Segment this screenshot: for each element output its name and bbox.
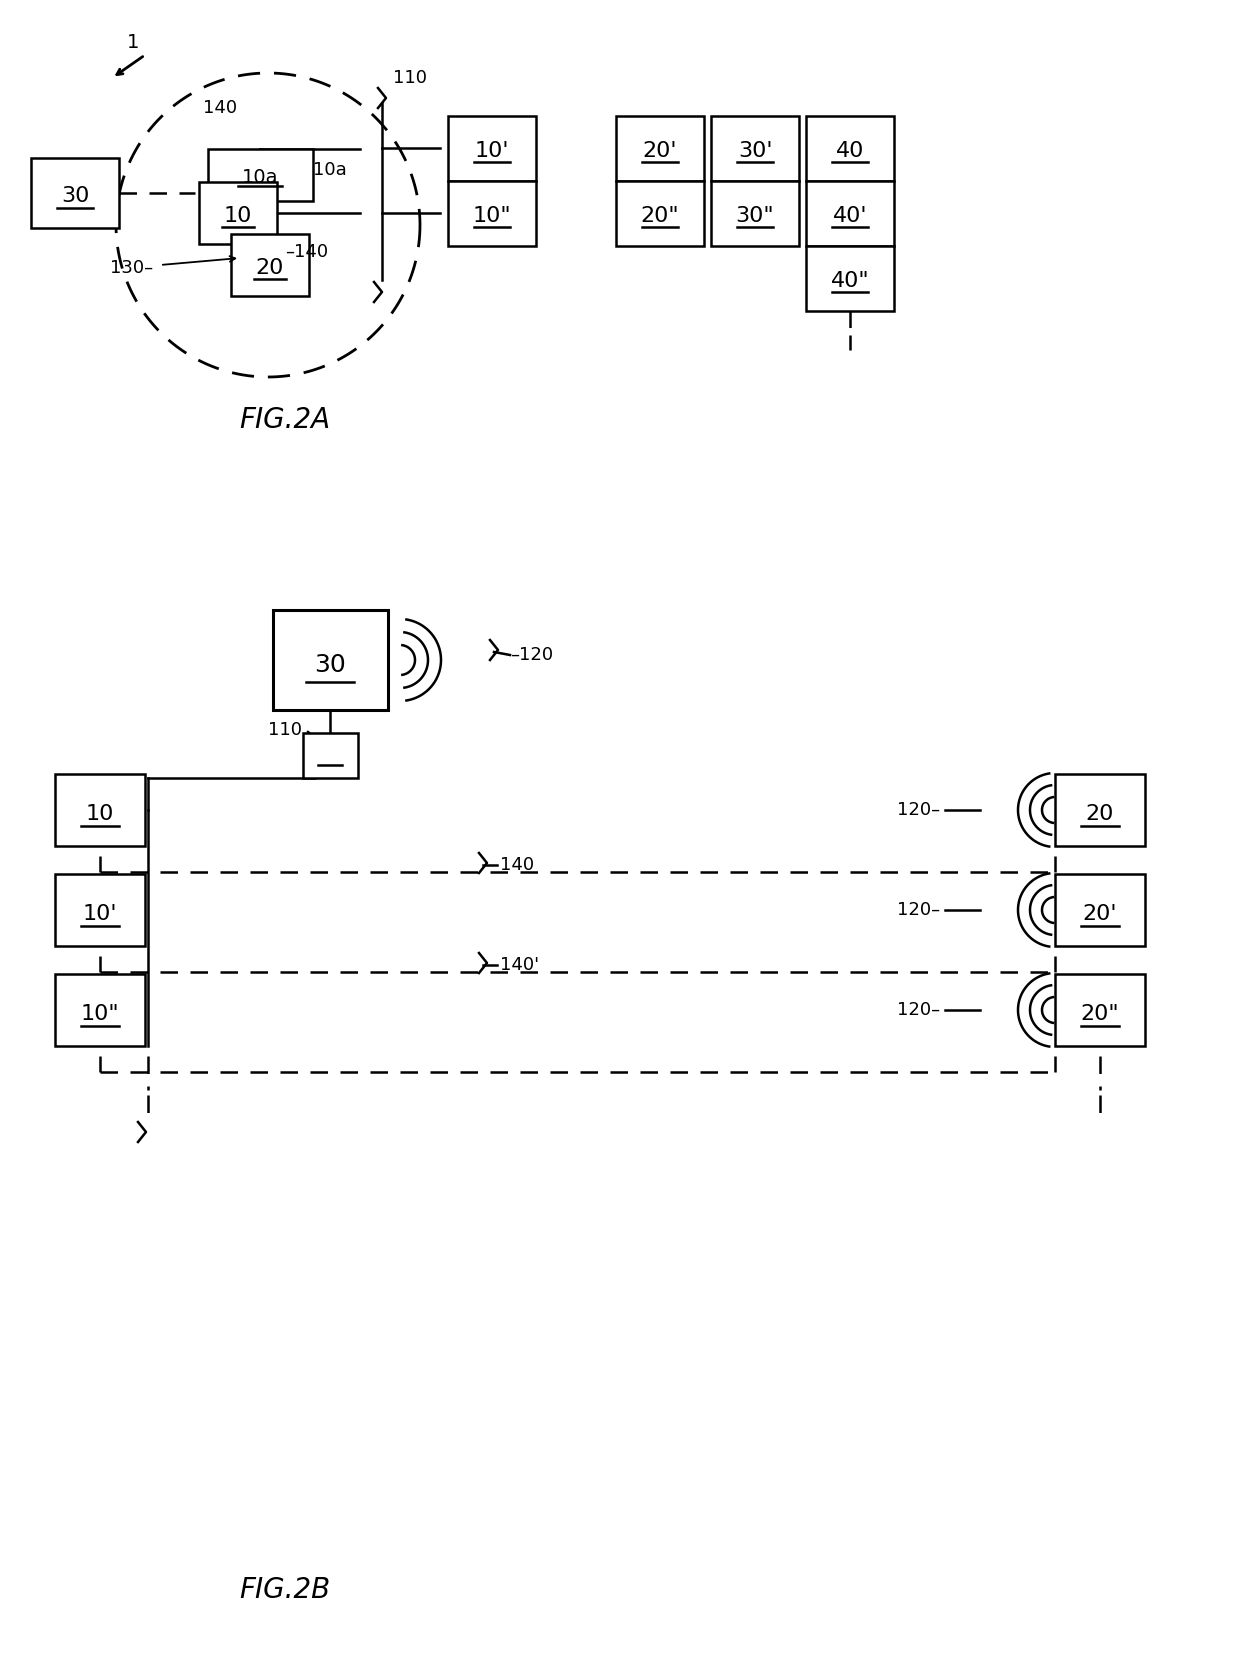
- Text: –140: –140: [285, 243, 329, 260]
- Bar: [806, 245, 894, 311]
- Bar: [55, 974, 145, 1046]
- Bar: [1055, 974, 1145, 1046]
- Text: FIG.2B: FIG.2B: [239, 1577, 331, 1603]
- Bar: [273, 609, 387, 710]
- Text: 10': 10': [83, 903, 118, 923]
- Text: 10a: 10a: [242, 168, 278, 186]
- Bar: [31, 158, 119, 228]
- Text: 140: 140: [500, 856, 534, 875]
- Text: 120–: 120–: [897, 902, 940, 918]
- Bar: [448, 181, 536, 245]
- Text: 120–: 120–: [897, 801, 940, 819]
- Bar: [231, 233, 309, 296]
- Text: 40": 40": [831, 272, 869, 290]
- Bar: [55, 875, 145, 945]
- Text: 20": 20": [641, 207, 680, 227]
- Text: 30': 30': [738, 141, 773, 161]
- Bar: [1055, 774, 1145, 846]
- Bar: [303, 732, 357, 777]
- Bar: [1055, 875, 1145, 945]
- Bar: [711, 181, 799, 245]
- Text: 20': 20': [1083, 903, 1117, 923]
- Bar: [55, 774, 145, 846]
- Text: 10: 10: [86, 804, 114, 824]
- Bar: [616, 116, 704, 181]
- Text: –120: –120: [510, 646, 553, 663]
- Text: 10": 10": [81, 1004, 119, 1024]
- Text: 120–: 120–: [897, 1001, 940, 1019]
- Text: 20: 20: [1086, 804, 1115, 824]
- Text: 10: 10: [223, 207, 252, 227]
- Text: 30": 30": [735, 207, 774, 227]
- Bar: [616, 181, 704, 245]
- Text: FIG.2A: FIG.2A: [239, 406, 331, 433]
- Text: 20": 20": [1081, 1004, 1120, 1024]
- Text: 40: 40: [836, 141, 864, 161]
- Text: 140: 140: [203, 99, 237, 118]
- Bar: [806, 181, 894, 245]
- Text: 10': 10': [475, 141, 510, 161]
- Text: 20': 20': [642, 141, 677, 161]
- Bar: [198, 181, 277, 243]
- Text: 10a: 10a: [312, 161, 347, 180]
- Text: 1: 1: [126, 32, 139, 52]
- Bar: [448, 116, 536, 181]
- Text: 110: 110: [268, 720, 303, 739]
- Bar: [806, 116, 894, 181]
- Text: 40': 40': [833, 207, 867, 227]
- Text: 130–: 130–: [110, 259, 153, 277]
- Bar: [711, 116, 799, 181]
- Bar: [207, 149, 312, 201]
- Text: 110: 110: [393, 69, 427, 87]
- Text: 140': 140': [500, 955, 539, 974]
- Text: 20: 20: [255, 259, 284, 279]
- Text: 30: 30: [314, 653, 346, 677]
- Text: 10": 10": [472, 207, 511, 227]
- Text: 30: 30: [61, 186, 89, 207]
